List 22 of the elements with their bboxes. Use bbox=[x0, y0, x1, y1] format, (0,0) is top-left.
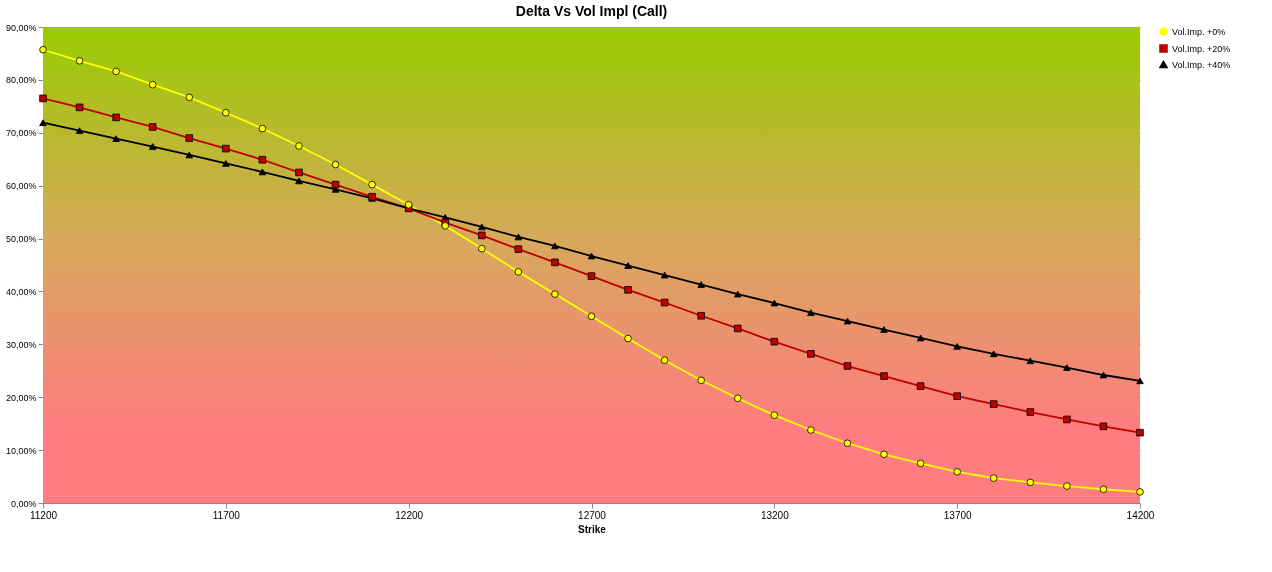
x-tick-label: 13700 bbox=[943, 509, 973, 521]
x-tick-label: 12200 bbox=[395, 509, 424, 521]
y-tick-label: 70,00% bbox=[5, 128, 37, 139]
y-tick-label: 20,00% bbox=[5, 392, 37, 403]
x-tick-label: 13200 bbox=[760, 509, 790, 521]
y-tick-label: 80,00% bbox=[5, 75, 37, 86]
chart-title: Delta Vs Vol Impl (Call) bbox=[515, 3, 668, 19]
y-tick-label: 50,00% bbox=[5, 234, 37, 245]
x-tick-label: 11200 bbox=[29, 509, 58, 521]
x-tick-label: 14200 bbox=[1126, 509, 1155, 521]
y-tick-label: 40,00% bbox=[5, 286, 37, 297]
y-tick-label: 10,00% bbox=[5, 445, 37, 456]
legend-label: Vol.Imp. +20% bbox=[1172, 43, 1231, 54]
x-axis-title: Strike bbox=[578, 523, 607, 535]
legend-label: Vol.Imp. +40% bbox=[1172, 59, 1231, 70]
x-tick-label: 12700 bbox=[578, 509, 607, 521]
legend-label: Vol.Imp. +0% bbox=[1172, 26, 1226, 37]
y-tick-label: 0,00% bbox=[10, 498, 37, 509]
y-tick-label: 90,00% bbox=[5, 22, 37, 33]
y-tick-label: 30,00% bbox=[5, 339, 37, 350]
x-tick-label: 11700 bbox=[212, 509, 241, 521]
y-tick-label: 60,00% bbox=[5, 181, 37, 192]
